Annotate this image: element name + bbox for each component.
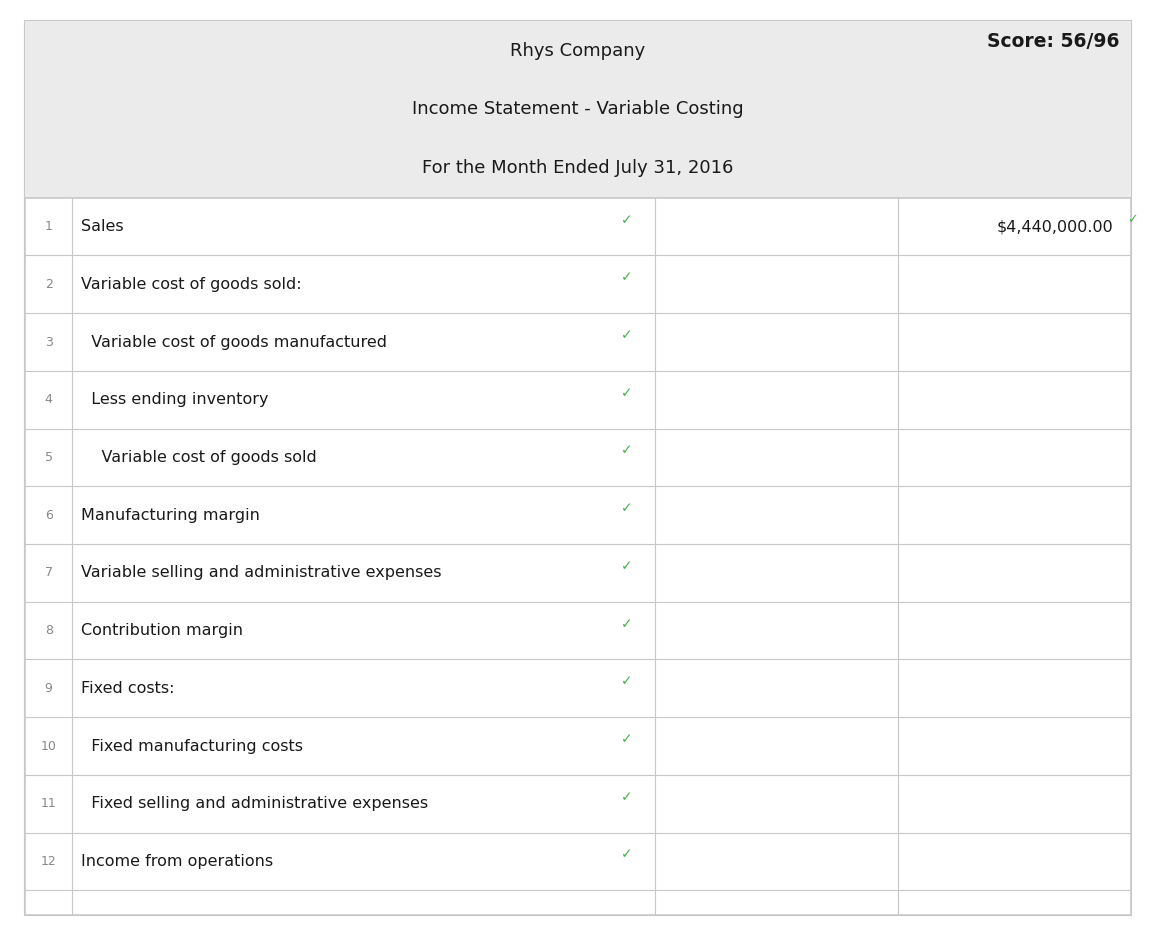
Text: ✓: ✓: [621, 386, 632, 400]
Text: 9: 9: [45, 681, 52, 695]
Bar: [25, 890, 1131, 915]
Text: Contribution margin: Contribution margin: [81, 623, 243, 638]
Text: ✓: ✓: [621, 790, 632, 804]
Text: Variable cost of goods sold:: Variable cost of goods sold:: [81, 277, 302, 292]
Text: 6: 6: [45, 508, 52, 521]
Text: Fixed selling and administrative expenses: Fixed selling and administrative expense…: [81, 797, 428, 812]
Text: 10: 10: [40, 739, 57, 753]
Bar: [25, 775, 1131, 833]
Bar: [25, 602, 1131, 660]
Bar: [25, 371, 1131, 429]
Bar: [25, 314, 1131, 371]
Text: Variable selling and administrative expenses: Variable selling and administrative expe…: [81, 565, 442, 580]
Text: ✓: ✓: [621, 271, 632, 285]
Text: Fixed costs:: Fixed costs:: [81, 680, 175, 695]
Text: 3: 3: [45, 335, 52, 348]
Text: For the Month Ended July 31, 2016: For the Month Ended July 31, 2016: [422, 158, 734, 177]
Text: ✓: ✓: [621, 732, 632, 746]
Bar: [25, 21, 1131, 197]
Text: ✓: ✓: [621, 617, 632, 631]
Bar: [25, 197, 1131, 256]
Bar: [25, 717, 1131, 775]
Bar: [25, 256, 1131, 314]
Text: ✓: ✓: [621, 212, 632, 227]
Bar: [25, 544, 1131, 602]
Text: Income Statement - Variable Costing: Income Statement - Variable Costing: [413, 100, 743, 118]
Bar: [25, 660, 1131, 717]
Text: Rhys Company: Rhys Company: [511, 42, 645, 60]
Text: Variable cost of goods manufactured: Variable cost of goods manufactured: [81, 334, 387, 349]
Text: Manufacturing margin: Manufacturing margin: [81, 507, 260, 522]
Text: 4: 4: [45, 393, 52, 406]
Text: ✓: ✓: [1127, 213, 1138, 227]
Text: 2: 2: [45, 278, 52, 291]
Bar: [25, 833, 1131, 890]
Bar: [25, 487, 1131, 544]
Text: Income from operations: Income from operations: [81, 854, 273, 869]
Text: Fixed manufacturing costs: Fixed manufacturing costs: [81, 739, 303, 753]
Text: Variable cost of goods sold: Variable cost of goods sold: [81, 450, 317, 465]
Text: ✓: ✓: [621, 848, 632, 861]
Text: ✓: ✓: [621, 329, 632, 343]
Text: 7: 7: [45, 566, 53, 579]
Text: 5: 5: [45, 451, 53, 464]
Bar: [25, 429, 1131, 487]
Text: 12: 12: [40, 855, 57, 868]
Text: ✓: ✓: [621, 502, 632, 516]
Text: 1: 1: [45, 220, 52, 233]
Text: ✓: ✓: [621, 675, 632, 688]
Text: Score: 56/96: Score: 56/96: [986, 32, 1119, 51]
Text: ✓: ✓: [621, 559, 632, 573]
Text: Sales: Sales: [81, 219, 124, 234]
Text: 11: 11: [40, 797, 57, 811]
Text: ✓: ✓: [621, 444, 632, 458]
Text: 8: 8: [45, 624, 53, 637]
Text: Less ending inventory: Less ending inventory: [81, 392, 268, 407]
Text: $4,440,000.00: $4,440,000.00: [996, 219, 1113, 234]
